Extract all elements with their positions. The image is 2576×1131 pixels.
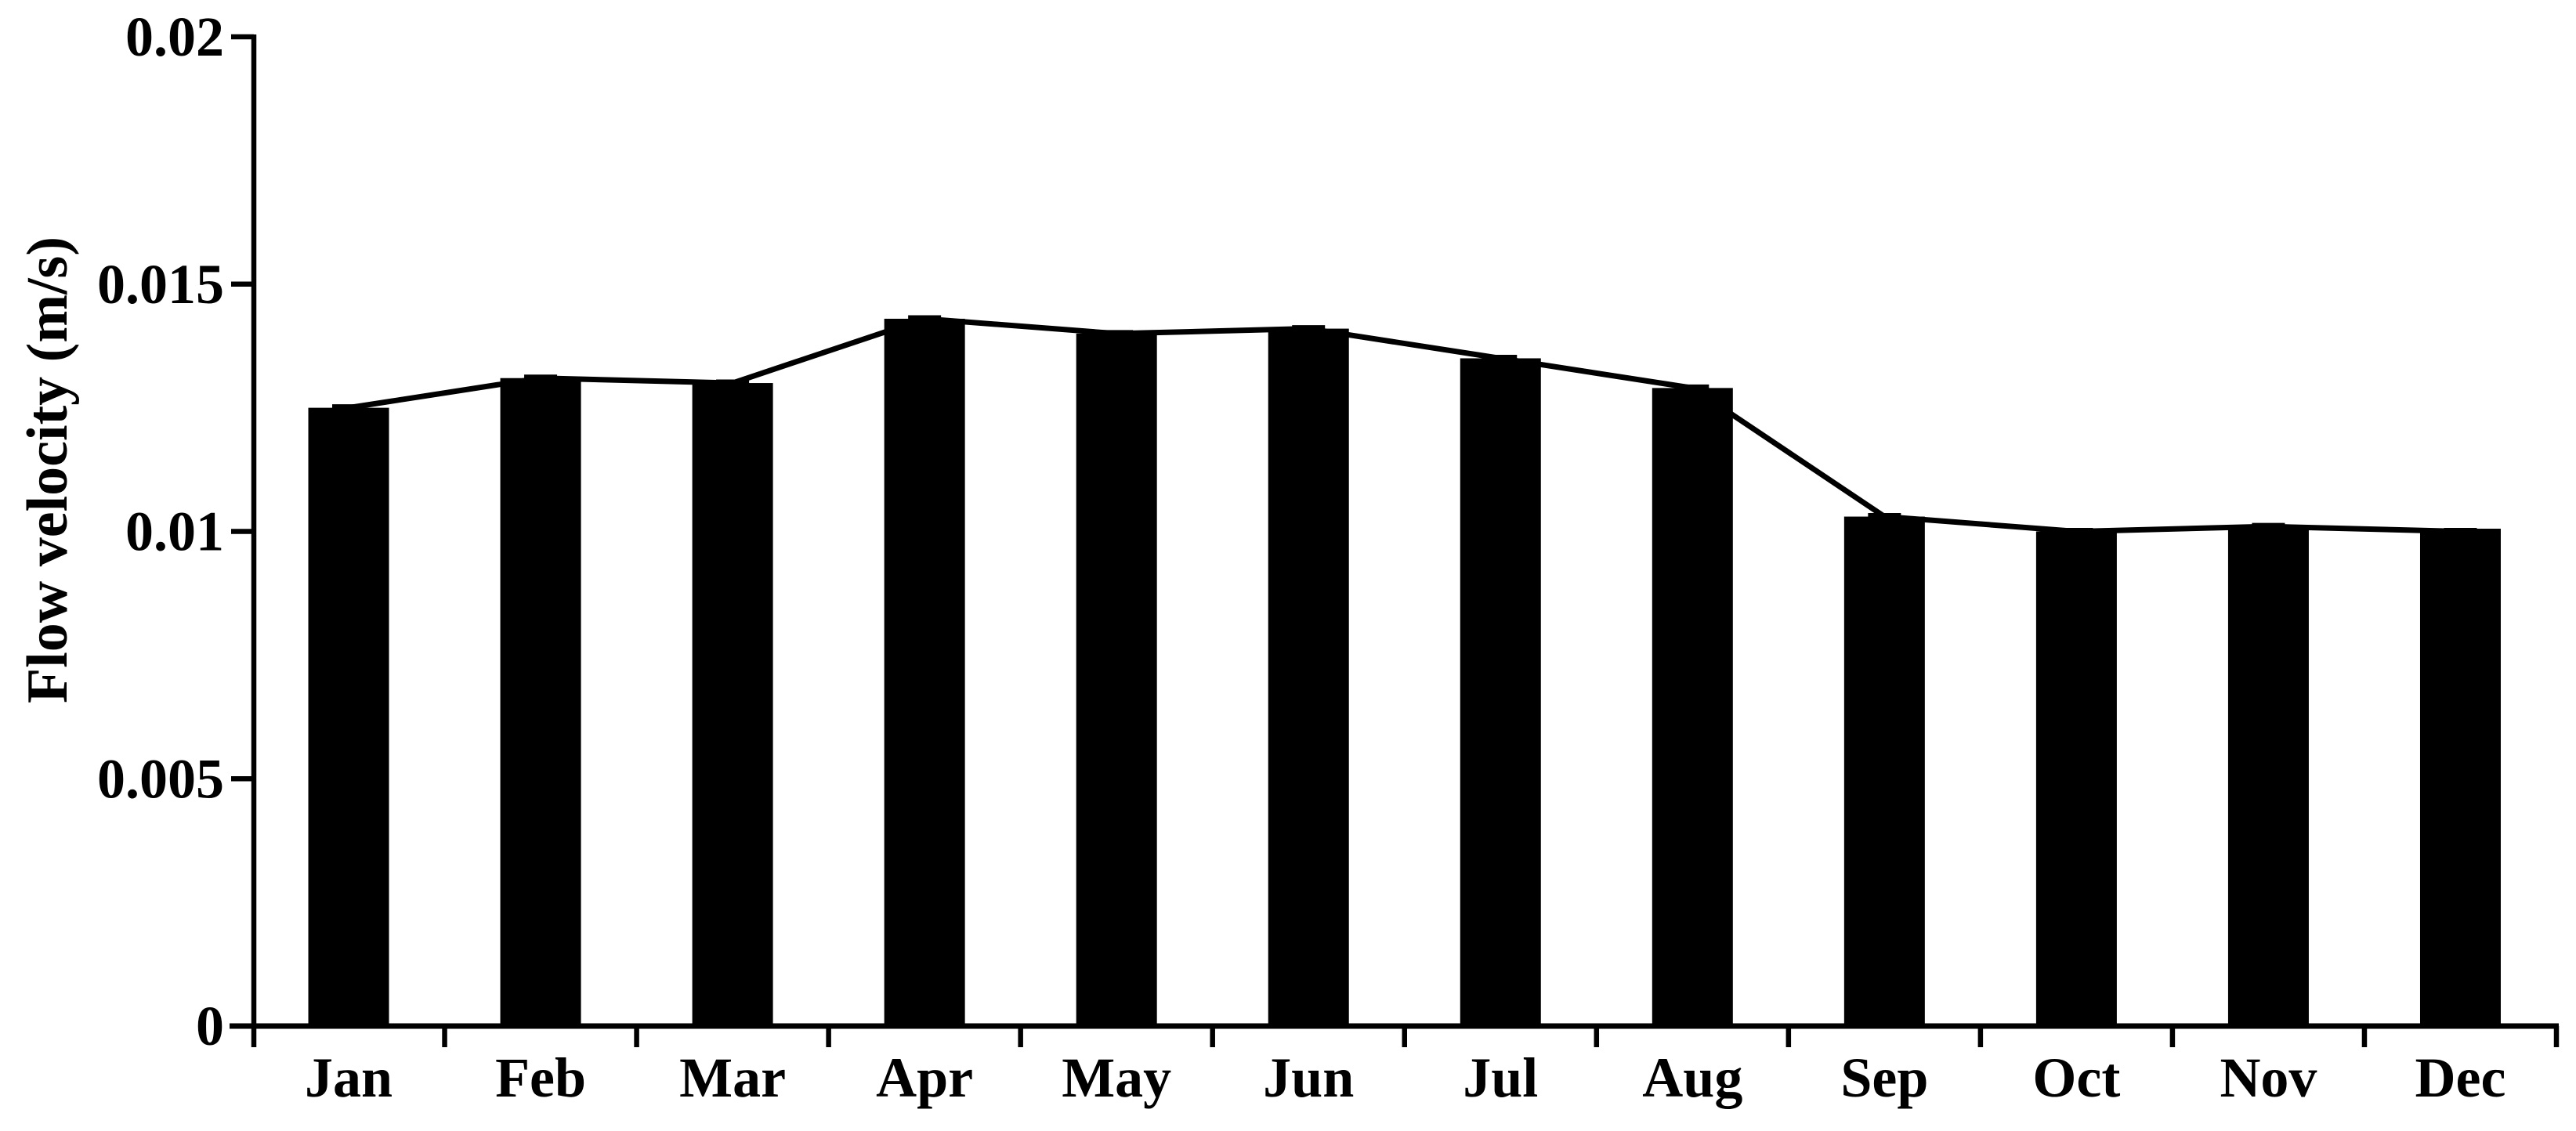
x-tick-label-Jun: Jun (1263, 1046, 1354, 1109)
bar-Jan (308, 407, 389, 1026)
x-tick-label-Mar: Mar (679, 1046, 786, 1109)
x-tick-label-Jan: Jan (305, 1046, 393, 1109)
bar-Nov (2227, 526, 2309, 1026)
bar-Apr (884, 318, 965, 1027)
bar-Mar (692, 383, 773, 1026)
bar-Aug (1652, 388, 1733, 1026)
x-tick-label-Apr: Apr (876, 1046, 973, 1109)
bar-Sep (1843, 516, 1925, 1026)
y-tick-label-0.02: 0.02 (125, 5, 224, 68)
bar-Dec (2419, 531, 2501, 1026)
bar-Oct (2035, 531, 2117, 1026)
x-tick-label-Aug: Aug (1642, 1046, 1742, 1109)
y-tick-label-0.015: 0.015 (97, 253, 224, 316)
plot-area: 0 0.005 0.01 0.015 0.02 Jan Feb Mar Apr May Jun Jul… (97, 5, 2560, 1109)
x-tick-label-Oct: Oct (2032, 1046, 2120, 1109)
bar-May (1076, 333, 1157, 1026)
y-tick-label-0.005: 0.005 (97, 747, 224, 810)
flow-velocity-line (348, 316, 2501, 535)
y-tick-label-0.01: 0.01 (125, 500, 224, 563)
bar-Feb (500, 378, 581, 1026)
x-tick-label-Sep: Sep (1840, 1046, 1928, 1109)
x-tick-label-Jul: Jul (1463, 1046, 1538, 1109)
bar-Jul (1460, 358, 1541, 1027)
x-tick-label-Feb: Feb (495, 1046, 586, 1109)
bar-Jun (1268, 328, 1349, 1027)
x-tick-label-May: May (1062, 1046, 1171, 1109)
y-tick-label-0: 0 (196, 995, 224, 1057)
x-tick-label-Dec: Dec (2415, 1046, 2506, 1109)
x-tick-label-Nov: Nov (2220, 1046, 2317, 1109)
y-axis-title: Flow velocity (m/s) (16, 237, 80, 703)
